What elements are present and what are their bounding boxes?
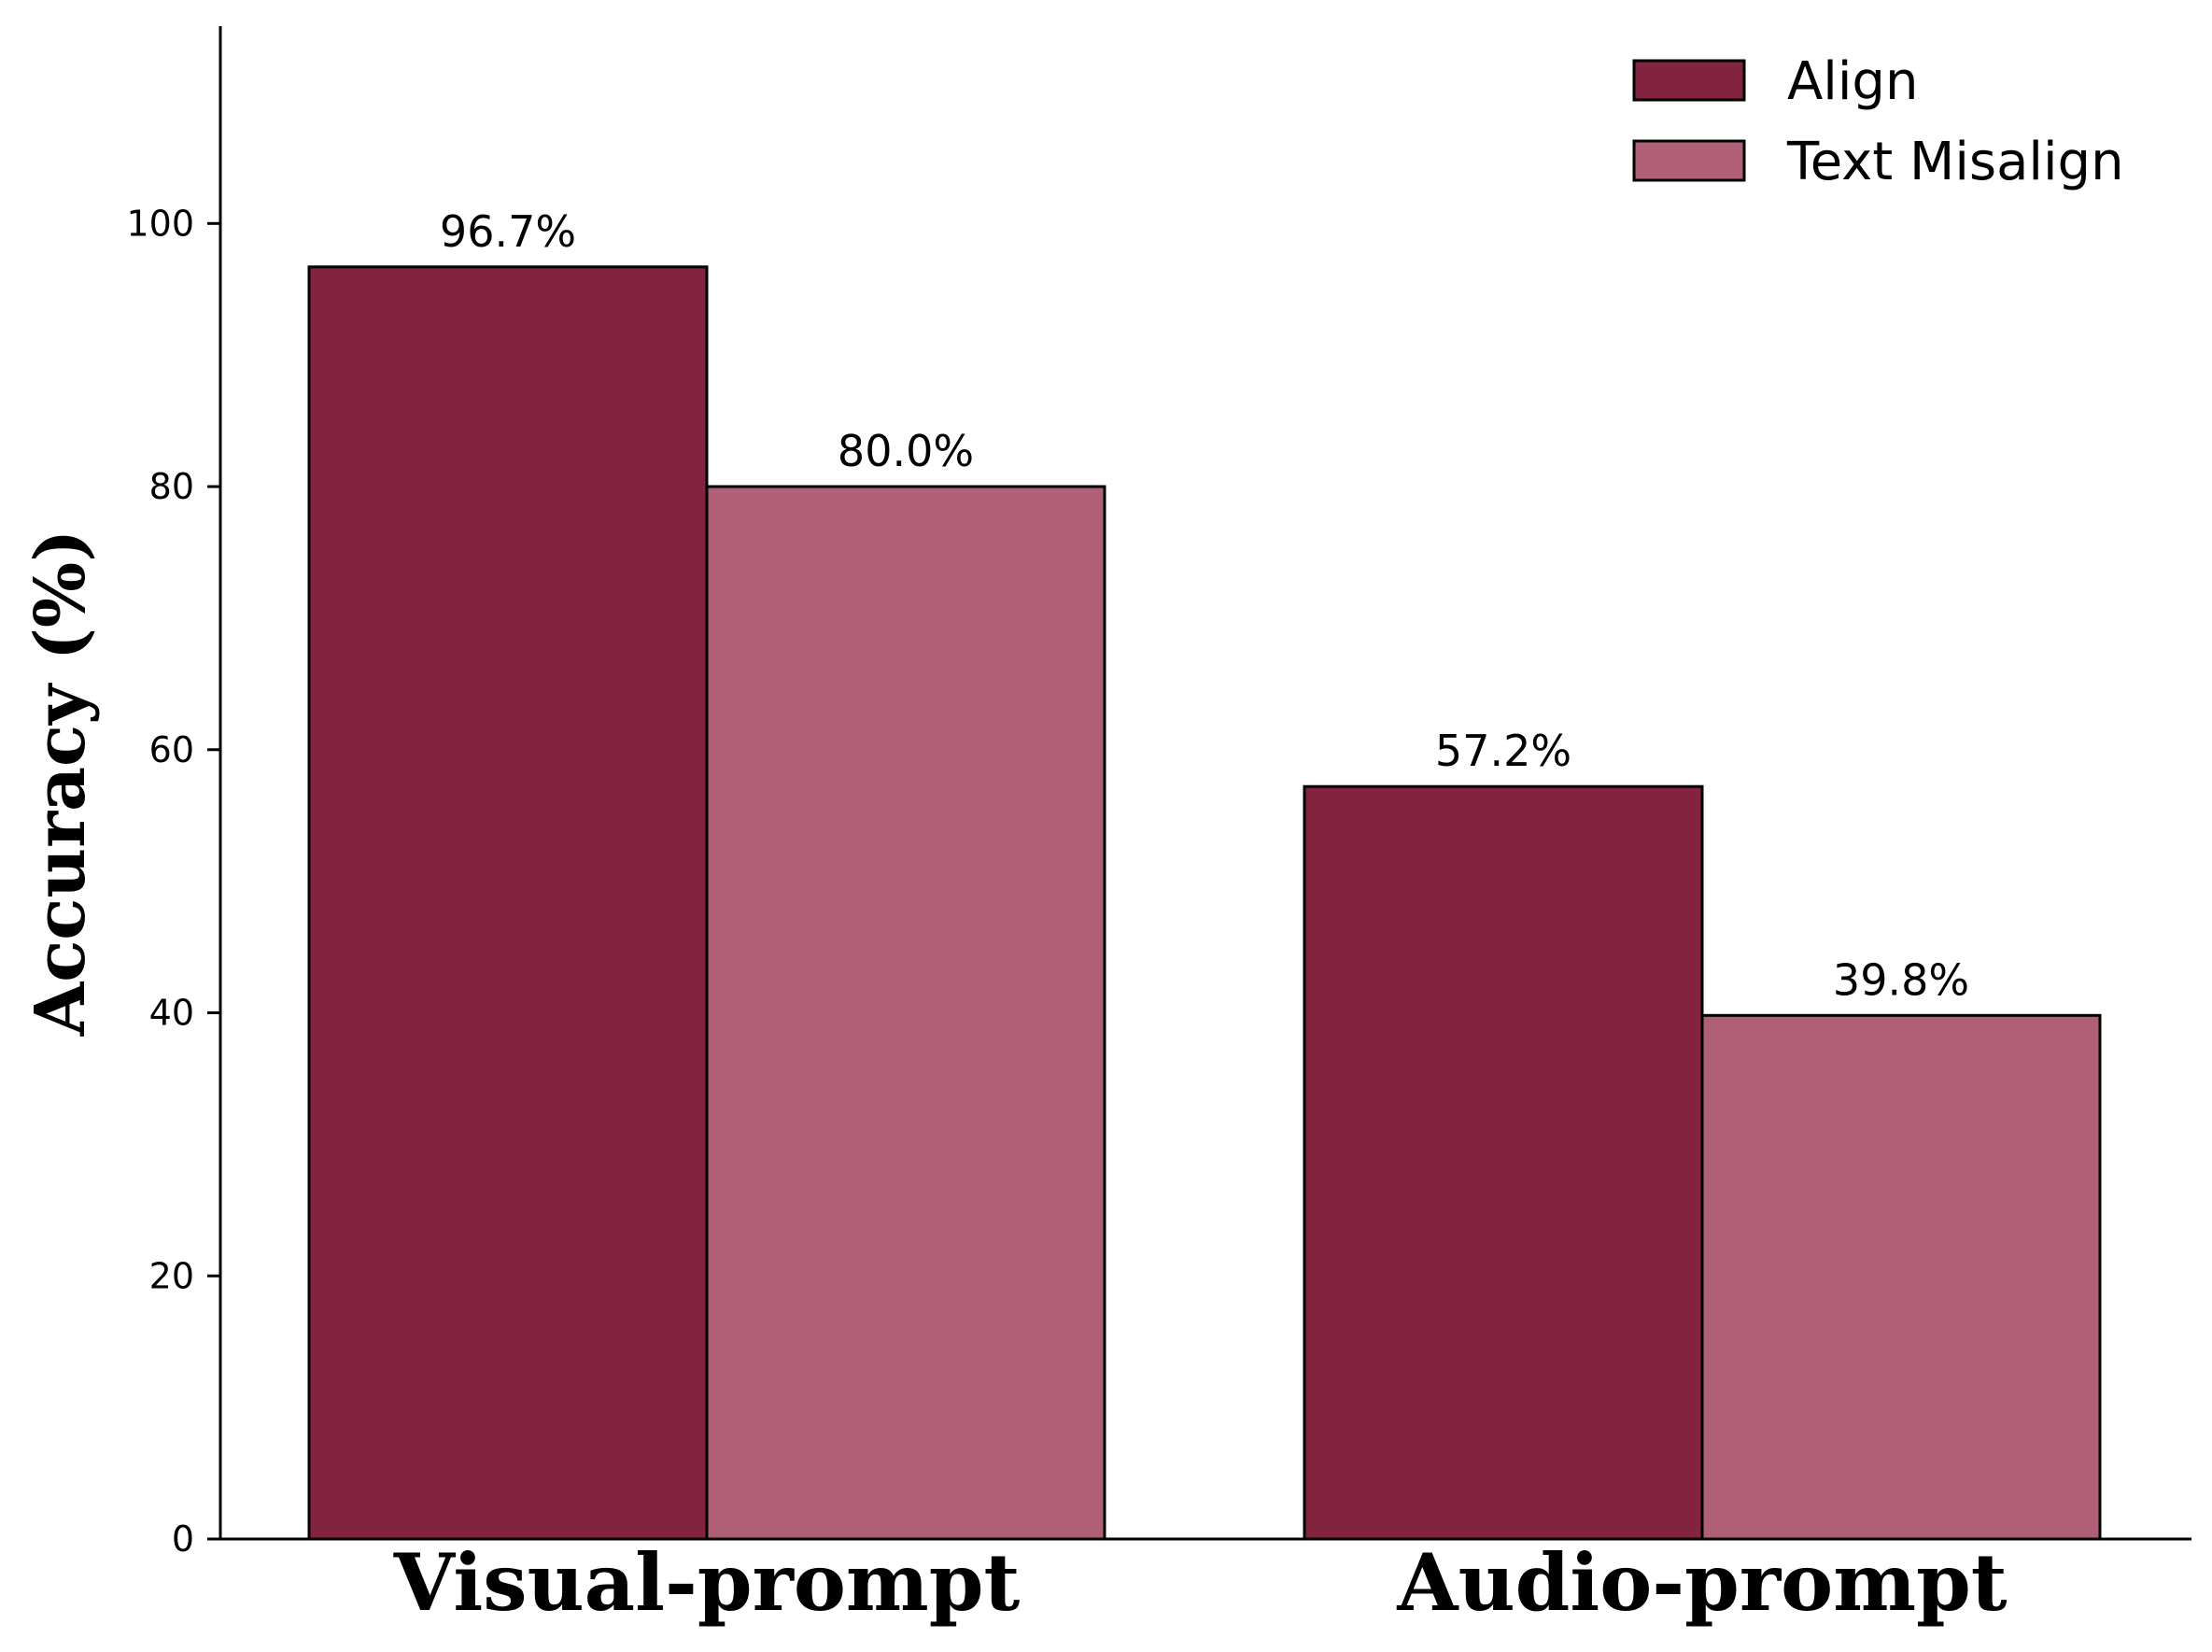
bar-visual-prompt-text-misalign: [707, 487, 1105, 1539]
bars-layer: [309, 267, 2100, 1539]
x-category-label: Visual-prompt: [393, 1536, 1021, 1629]
data-label: 39.8%: [1833, 954, 1969, 1005]
legend-label: Align: [1787, 51, 1918, 112]
x-category-label: Audio-prompt: [1396, 1536, 2007, 1629]
data-label: 96.7%: [440, 206, 576, 257]
legend-label: Text Misalign: [1786, 132, 2124, 192]
y-tick-label: 100: [126, 203, 194, 244]
y-tick-label: 0: [172, 1518, 194, 1560]
y-tick-label: 60: [149, 729, 194, 770]
y-tick-label: 80: [149, 466, 194, 507]
data-label: 80.0%: [838, 426, 974, 476]
data-label: 57.2%: [1435, 726, 1571, 776]
bar-audio-prompt-align: [1304, 786, 1702, 1539]
bar-audio-prompt-text-misalign: [1702, 1015, 2100, 1539]
y-tick-label: 40: [149, 993, 194, 1034]
bar-visual-prompt-align: [309, 267, 707, 1539]
legend: Align Text Misalign: [1634, 51, 2124, 192]
y-tick-label: 20: [149, 1255, 194, 1296]
legend-swatch: [1634, 61, 1744, 100]
y-axis-title: Accuracy (%): [21, 529, 101, 1037]
legend-swatch: [1634, 141, 1744, 180]
